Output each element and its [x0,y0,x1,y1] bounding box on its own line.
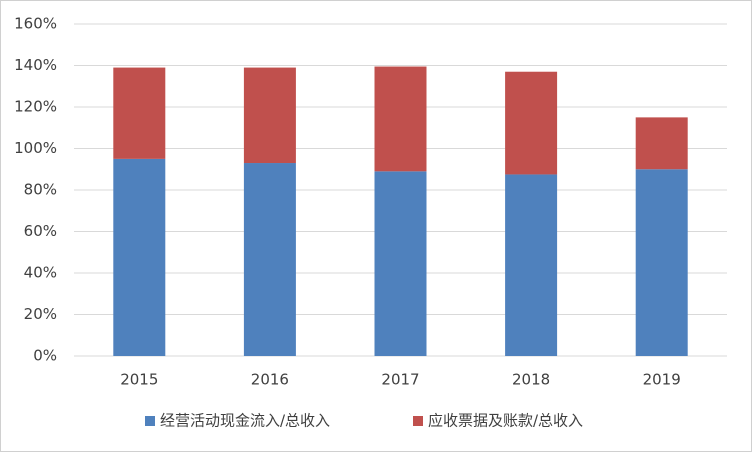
bar [505,71,558,175]
y-tick-label: 100% [14,139,57,157]
legend-label: 应收票据及账款/总收入 [428,412,583,430]
y-tick-label: 160% [14,15,57,33]
legend-swatch [145,416,155,426]
y-tick-label: 140% [14,56,57,74]
bar [635,117,688,170]
legend-swatch [413,416,423,426]
bar [374,171,427,356]
y-tick-label: 80% [24,181,57,199]
bar [374,66,427,172]
x-tick-label: 2016 [251,371,289,389]
bar [113,158,166,356]
y-tick-label: 20% [24,305,57,323]
x-tick-label: 2017 [381,371,419,389]
bar [113,67,166,159]
bar [243,163,296,356]
y-tick-label: 40% [24,264,57,282]
y-tick-label: 120% [14,98,57,116]
y-tick-label: 0% [33,347,57,365]
bar [243,67,296,164]
bar [635,169,688,356]
x-tick-label: 2015 [120,371,158,389]
bar [505,174,558,356]
x-tick-label: 2018 [512,371,550,389]
y-tick-label: 60% [24,222,57,240]
x-tick-label: 2019 [643,371,681,389]
legend-label: 经营活动现金流入/总收入 [160,412,330,430]
